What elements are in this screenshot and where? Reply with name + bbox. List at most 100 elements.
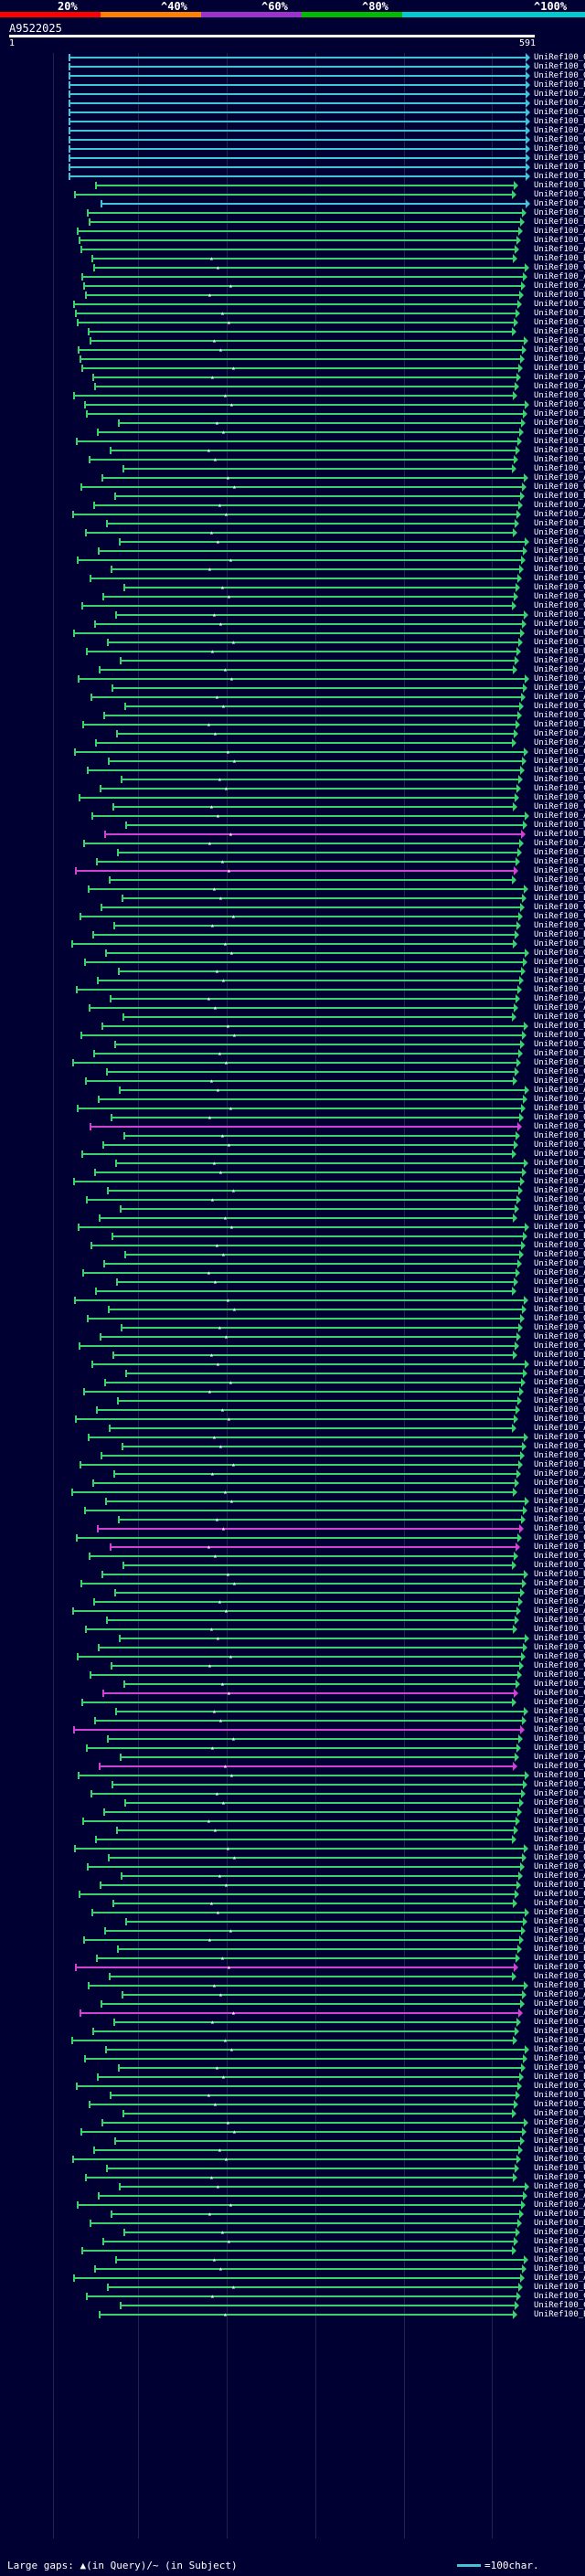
hit-row[interactable]: ▴ UniRef100_C1ZVF2 [0,1168,585,1177]
hit-row[interactable]: ▴ UniRef100_B4TZS9 [0,2310,585,2319]
hit-row[interactable]: ▴ UniRef100_A5WHQ6 [0,1469,585,1479]
hit-accession-link[interactable]: UniRef100_B4TZS9 [534,2310,585,2319]
hit-row[interactable]: UniRef100_Q74FT0 [0,1259,585,1268]
hit-row[interactable]: ▴ UniRef100_B7S060 [0,254,585,263]
hit-accession-link[interactable]: UniRef100_C7Z8K7 [534,1762,585,1771]
hit-accession-link[interactable]: UniRef100_A8J4B5 [534,272,585,281]
hit-accession-link[interactable]: UniRef100_Q5RQ14 [534,1963,585,1972]
hit-row[interactable]: ▴ UniRef100_Q3BPX1 [0,263,585,272]
hit-row[interactable]: UniRef100_A8A135 [0,2191,585,2200]
hit-accession-link[interactable]: UniRef100_C4JRW0 [534,1223,585,1232]
hit-accession-link[interactable]: UniRef100_Q1ZYL9 [534,1552,585,1561]
hit-accession-link[interactable]: UniRef100_Q2FP31 [534,1725,585,1734]
hit-accession-link[interactable]: UniRef100_A5BRT8 [534,99,585,108]
hit-accession-link[interactable]: UniRef100_A6LDP5 [534,537,585,546]
hit-row[interactable]: ▴ UniRef100_C0DMP9 [0,2255,585,2264]
hit-accession-link[interactable]: UniRef100_Q74FT0 [534,1259,585,1268]
hit-row[interactable]: UniRef100_C1M3I5 [0,2136,585,2146]
hit-row[interactable]: ▴ UniRef100_C3EI92 [0,921,585,930]
hit-row[interactable]: ▴ UniRef100_B4WVL6 [0,2264,585,2274]
hit-accession-link[interactable]: UniRef100_C6WVP6 [534,574,585,583]
hit-row[interactable]: ▴ UniRef100_Q0EP1L [0,482,585,492]
hit-accession-link[interactable]: UniRef100_C6WMK1 [534,1515,585,1524]
hit-row[interactable]: UniRef100_C6WVP6 [0,574,585,583]
hit-row[interactable]: ▴ UniRef100_Q1ZYL9 [0,1552,585,1561]
hit-row[interactable]: ▴ UniRef100_B5EA63 [0,1360,585,1369]
hit-row[interactable]: ▴ UniRef100_B6WDE2 [0,1908,585,1917]
hit-accession-link[interactable]: UniRef100_A5VVY4 [534,1753,585,1762]
hit-accession-link[interactable]: UniRef100_Q0TS26 [534,2109,585,2118]
hit-accession-link[interactable]: UniRef100_B8PHC9 [534,1542,585,1552]
hit-row[interactable]: ▴ UniRef100_A6CJB1 [0,501,585,510]
hit-row[interactable]: ▴ UniRef100_UPI000... [0,1570,585,1579]
hit-row[interactable]: UniRef100_B6HZT3 [0,1232,585,1241]
hit-accession-link[interactable]: UniRef100_C0DMP9 [534,2255,585,2264]
hit-accession-link[interactable]: UniRef100_C7QJD0 [534,1031,585,1040]
hit-accession-link[interactable]: UniRef100_B7LT90 [534,894,585,903]
hit-row[interactable]: ▴ UniRef100_B2UE14 [0,2283,585,2292]
hit-accession-link[interactable]: UniRef100_A5WHQ6 [534,1469,585,1479]
hit-accession-link[interactable]: UniRef100_C5BP96 [534,1926,585,1935]
hit-row[interactable]: UniRef100_A9S8F5 [0,245,585,254]
hit-accession-link[interactable]: UniRef100_A3DH36 [534,976,585,985]
hit-row[interactable]: UniRef100_Q89ZA6 [0,1643,585,1652]
hit-accession-link[interactable]: UniRef100_A5G4K7 [534,1424,585,1433]
hit-row[interactable]: UniRef100_C7LW19 [0,2054,585,2063]
hit-accession-link[interactable]: UniRef100_Q2P0Q1 [534,300,585,309]
hit-accession-link[interactable]: UniRef100_Q97AU0 [534,1707,585,1716]
hit-row[interactable]: ▴ UniRef100_C4ZF85 [0,747,585,757]
hit-accession-link[interactable]: UniRef100_UPI000... [534,1570,585,1579]
hit-row[interactable]: UniRef100_Q1EBH3 [0,1917,585,1926]
hit-row[interactable]: ▴ UniRef100_Q9K0E4 [0,583,585,592]
hit-row[interactable]: ▴ UniRef100_B3FVQ9 [0,2210,585,2219]
hit-accession-link[interactable]: UniRef100_UPI000... [534,638,585,647]
hit-row[interactable]: ▴ UniRef100_Q6NTH1 [0,702,585,711]
hit-accession-link[interactable]: UniRef100_B5JM57 [534,1351,585,1360]
hit-accession-link[interactable]: UniRef100_C8T706 [534,464,585,473]
hit-accession-link[interactable]: UniRef100_B6T7H7 [534,172,585,181]
hit-row[interactable]: ▴ UniRef100_UPI000... [0,1104,585,1113]
hit-row[interactable]: ▴ UniRef100_C5W0G2 [0,610,585,620]
hit-row[interactable]: UniRef100_A7Q3W6 [0,90,585,99]
hit-row[interactable]: ▴ UniRef100_A9TG60 [0,1076,585,1086]
hit-accession-link[interactable]: UniRef100_B3E312 [534,1022,585,1031]
hit-row[interactable]: UniRef100_Q44020 [0,1616,585,1625]
hit-row[interactable]: ▴ UniRef100_C1TP83 [0,620,585,629]
hit-accession-link[interactable]: UniRef100_B2GKC6 [534,1049,585,1058]
hit-row[interactable]: ▴ UniRef100_A5VBD9 [0,1268,585,1277]
hit-row[interactable]: UniRef100_B4FE16 [0,163,585,172]
hit-row[interactable]: ▴ UniRef100_B8GW96 [0,1881,585,1890]
hit-accession-link[interactable]: UniRef100_Q0ES71 [534,711,585,720]
hit-accession-link[interactable]: UniRef100_UPI000... [534,1305,585,1314]
hit-row[interactable]: ▴ UniRef100_A6LDP5 [0,537,585,546]
hit-accession-link[interactable]: UniRef100_A7BDY0 [534,510,585,519]
hit-row[interactable]: ▴ UniRef100_C3EUL1 [0,455,585,464]
hit-row[interactable]: UniRef100_B7AE07 [0,2219,585,2228]
hit-row[interactable]: UniRef100_C1XX20 [0,1287,585,1296]
hit-accession-link[interactable]: UniRef100_C7NBF5 [534,1277,585,1287]
hit-accession-link[interactable]: UniRef100_C0H8D8 [534,2292,585,2301]
hit-accession-link[interactable]: UniRef100_Q88SX6 [534,1241,585,1250]
hit-accession-link[interactable]: UniRef100_C3NTV1 [534,345,585,355]
hit-row[interactable]: UniRef100_C4WKV2 [0,1451,585,1460]
hit-accession-link[interactable]: UniRef100_A6LQY7 [534,757,585,766]
hit-accession-link[interactable]: UniRef100_Q9HSU7 [534,1524,585,1533]
hit-row[interactable]: ▴ UniRef100_Q6AMQ5 [0,1405,585,1415]
hit-accession-link[interactable]: UniRef100_A8JCH3 [534,281,585,291]
hit-row[interactable]: UniRef100_Q0ES71 [0,711,585,720]
hit-accession-link[interactable]: UniRef100_Q8HI14 [534,53,585,62]
hit-accession-link[interactable]: UniRef100_A1Z1Q3 [534,693,585,702]
hit-row[interactable]: UniRef100_C6TAC5 [0,108,585,117]
hit-accession-link[interactable]: UniRef100_C1M3I5 [534,2136,585,2146]
hit-row[interactable]: ▴ UniRef100_A6L4X9 [0,1871,585,1881]
hit-row[interactable]: ▴ UniRef100_Q047N9 [0,528,585,537]
hit-accession-link[interactable]: UniRef100_B8MAZ9 [534,1844,585,1853]
hit-accession-link[interactable]: UniRef100_B1UPU0 [534,1744,585,1753]
hit-row[interactable]: ▴ UniRef100_UPI000... [0,2091,585,2100]
hit-accession-link[interactable]: UniRef100_C8TNP0 [534,1899,585,1908]
hit-accession-link[interactable]: UniRef100_A7IG16 [534,1186,585,1195]
hit-row[interactable]: UniRef100_A6MHL7 [0,1177,585,1186]
hit-accession-link[interactable]: UniRef100_B2UE14 [534,2283,585,2292]
hit-row[interactable]: ▴ UniRef100_UPI000... [0,291,585,300]
hit-row[interactable]: ▴ UniRef100_B6F3N1 [0,857,585,866]
